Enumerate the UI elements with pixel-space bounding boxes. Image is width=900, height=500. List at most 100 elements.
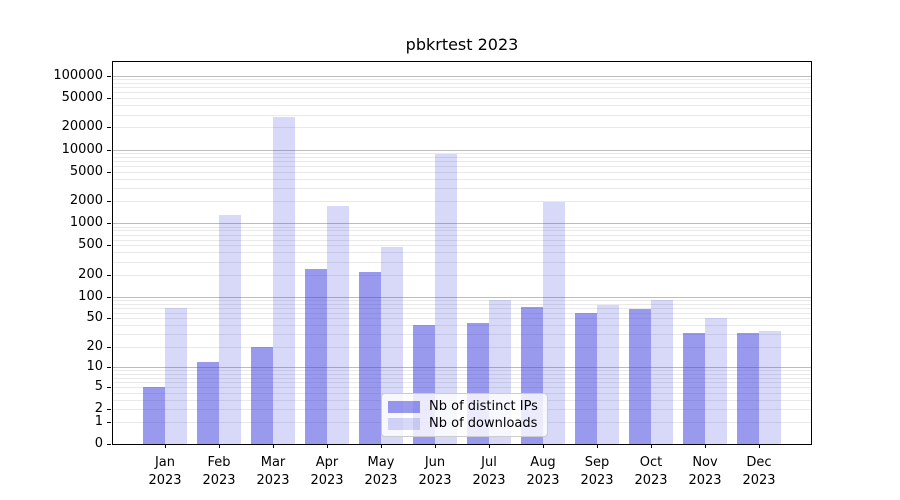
y-tick-label-0: 0: [94, 436, 103, 451]
y-tick-label-5000: 5000: [69, 163, 103, 179]
minor-gridline-9000: [113, 153, 811, 154]
y-tick-label-100: 100: [78, 288, 103, 304]
minor-gridline-9: [113, 370, 811, 372]
x-tick-label-may: May 2023: [351, 454, 411, 490]
minor-gridline-8: [113, 373, 811, 375]
y-tick-mark-5000: [107, 171, 111, 173]
bar-nb-of-distinct-ips-jan: [143, 386, 165, 444]
minor-gridline-80: [113, 303, 811, 305]
y-tick-label-50000: 50000: [61, 90, 103, 106]
major-gridline-10000: [113, 149, 811, 151]
x-tick-mark-feb: [218, 444, 220, 448]
y-tick-label-2000: 2000: [69, 193, 103, 208]
minor-gridline-300: [113, 261, 811, 263]
year-label: 2023: [634, 473, 668, 488]
year-label: 2023: [310, 473, 344, 488]
minor-gridline-8000: [113, 156, 811, 158]
month-label: Apr: [315, 455, 339, 470]
x-tick-mark-aug: [542, 444, 544, 448]
year-label: 2023: [256, 473, 290, 488]
bar-nb-of-distinct-ips-oct: [629, 308, 651, 444]
minor-gridline-800: [113, 230, 811, 232]
bar-nb-of-downloads-mar: [273, 116, 295, 444]
x-tick-mark-sep: [596, 444, 598, 448]
y-tick-mark-5: [107, 386, 111, 388]
bar-nb-of-downloads-sep: [597, 304, 619, 444]
x-tick-mark-jan: [164, 444, 166, 448]
x-tick-label-dec: Dec 2023: [729, 454, 789, 490]
year-label: 2023: [742, 473, 776, 488]
bar-nb-of-distinct-ips-dec: [737, 333, 759, 444]
year-label: 2023: [580, 473, 614, 488]
bar-nb-of-distinct-ips-may: [359, 272, 381, 444]
x-tick-mark-jul: [488, 444, 490, 448]
year-label: 2023: [148, 473, 182, 488]
x-tick-mark-apr: [326, 444, 328, 448]
x-tick-label-jul: Jul 2023: [459, 454, 519, 490]
x-tick-mark-dec: [758, 444, 760, 448]
minor-gridline-500: [113, 245, 811, 247]
minor-gridline-700: [113, 234, 811, 236]
minor-gridline-6000: [113, 165, 811, 167]
y-tick-mark-20000: [107, 127, 111, 129]
x-tick-label-jun: Jun 2023: [405, 454, 465, 490]
minor-gridline-20000: [113, 127, 811, 129]
legend-item-nb-of-distinct-ips: Nb of distinct IPs: [388, 398, 539, 415]
minor-gridline-900: [113, 226, 811, 228]
y-tick-label-20000: 20000: [61, 119, 103, 135]
y-tick-label-20: 20: [86, 338, 103, 354]
major-gridline-100: [113, 296, 811, 298]
year-label: 2023: [418, 473, 452, 488]
minor-gridline-70: [113, 307, 811, 309]
y-tick-label-10: 10: [86, 359, 103, 375]
x-tick-label-feb: Feb 2023: [189, 454, 249, 490]
bar-nb-of-distinct-ips-sep: [575, 312, 597, 444]
minor-gridline-30: [113, 334, 811, 336]
y-tick-label-200: 200: [78, 266, 103, 282]
y-tick-mark-50: [107, 318, 111, 320]
month-label: Oct: [639, 455, 663, 470]
year-label: 2023: [364, 473, 398, 488]
year-label: 2023: [472, 473, 506, 488]
minor-gridline-2000: [113, 201, 811, 202]
minor-gridline-3000: [113, 188, 811, 190]
minor-gridline-4000: [113, 178, 811, 180]
x-tick-label-sep: Sep 2023: [567, 454, 627, 490]
month-label: Mar: [260, 455, 286, 470]
minor-gridline-200: [113, 274, 811, 276]
x-tick-label-oct: Oct 2023: [621, 454, 681, 490]
y-tick-mark-100000: [107, 76, 111, 77]
y-tick-mark-10: [107, 367, 111, 369]
month-label: Feb: [207, 455, 231, 470]
bar-nb-of-downloads-feb: [219, 214, 241, 444]
legend-swatch-nb-of-downloads: [388, 417, 420, 430]
y-tick-mark-50000: [107, 98, 111, 100]
bar-nb-of-downloads-aug: [543, 201, 565, 444]
minor-gridline-7000: [113, 161, 811, 162]
y-tick-label-5: 5: [94, 378, 103, 394]
x-tick-label-jan: Jan 2023: [135, 454, 195, 490]
y-tick-mark-1: [107, 421, 111, 423]
y-tick-mark-1000: [107, 223, 111, 225]
x-axis: Jan 2023 Feb 2023 Mar 2023 Apr 2023 May 2023 Jun 20…: [113, 444, 811, 500]
y-tick-label-10000: 10000: [61, 141, 103, 157]
x-tick-mark-may: [380, 444, 382, 448]
legend-swatch-nb-of-distinct-ips: [388, 400, 420, 413]
month-label: Aug: [530, 455, 556, 470]
minor-gridline-50: [113, 318, 811, 320]
y-tick-label-50: 50: [86, 310, 103, 326]
year-label: 2023: [202, 473, 236, 488]
legend-item-nb-of-downloads: Nb of downloads: [388, 415, 539, 432]
year-label: 2023: [526, 473, 560, 488]
bar-nb-of-downloads-apr: [327, 206, 349, 444]
y-tick-label-1: 1: [94, 413, 103, 429]
y-tick-mark-10000: [107, 149, 111, 151]
major-gridline-10: [113, 367, 811, 369]
minor-gridline-90000: [113, 79, 811, 81]
minor-gridline-400: [113, 252, 811, 254]
y-tick-mark-100: [107, 296, 111, 298]
y-tick-label-500: 500: [78, 237, 103, 253]
bar-nb-of-distinct-ips-mar: [251, 346, 273, 444]
x-tick-mark-nov: [704, 444, 706, 448]
bar-nb-of-downloads-jun: [435, 154, 457, 444]
